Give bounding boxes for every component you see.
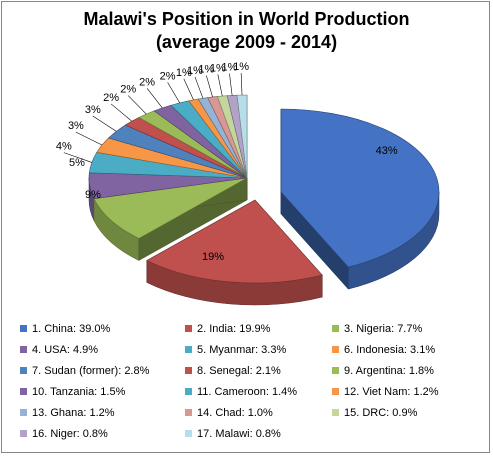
legend-label: 2. India: 19.9% — [197, 323, 271, 335]
pie-leader-15 — [217, 74, 223, 97]
slice-label-14: 1% — [198, 63, 214, 75]
pie-leader-11 — [167, 82, 180, 104]
legend-swatch — [20, 429, 27, 437]
pie-slice-17 — [236, 94, 248, 179]
pie-slice-3 — [93, 177, 248, 239]
legend-item-17: 17. Malawi: 0.8% — [185, 427, 281, 441]
legend-swatch — [185, 366, 192, 374]
legend-swatch — [332, 345, 339, 353]
slice-label-10: 2% — [139, 76, 155, 88]
pie-leader-6 — [75, 131, 103, 146]
legend-label: 3. Nigeria: 7.7% — [344, 323, 423, 335]
legend-label: 11. Cameroon: 1.4% — [197, 386, 298, 398]
slice-label-2: 19% — [202, 251, 224, 263]
slice-label-1: 43% — [376, 145, 398, 157]
pie-leader-12 — [183, 78, 194, 101]
legend-label: 12. Viet Nam: 1.2% — [344, 386, 439, 398]
legend-item-9: 9. Argentina: 1.8% — [332, 364, 434, 378]
legend-swatch — [20, 408, 27, 416]
pie-leader-9 — [127, 95, 147, 115]
legend-swatch — [185, 429, 192, 437]
pie-slice-1 — [280, 108, 440, 268]
pie-leader-10 — [146, 88, 163, 109]
pie-leader-13 — [194, 76, 204, 99]
pie-leader-7 — [92, 115, 117, 132]
legend-swatch — [20, 366, 27, 374]
legend-item-1: 1. China: 39.0% — [20, 322, 110, 336]
legend-swatch — [20, 387, 27, 395]
pie-leader-16 — [229, 73, 233, 96]
legend-swatch — [20, 324, 27, 332]
legend-item-11: 11. Cameroon: 1.4% — [185, 385, 297, 399]
legend-swatch — [332, 387, 339, 395]
legend-label: 13. Ghana: 1.2% — [32, 407, 115, 419]
legend-label: 15. DRC: 0.9% — [344, 407, 418, 419]
pie-tops — [88, 94, 440, 284]
legend-swatch — [185, 408, 192, 416]
legend-swatch — [332, 324, 339, 332]
legend-label: 10. Tanzania: 1.5% — [32, 386, 126, 398]
slice-label-5: 4% — [56, 141, 72, 153]
slice-label-6: 3% — [68, 120, 84, 132]
pie-slice-2 — [146, 199, 323, 284]
legend-item-3: 3. Nigeria: 7.7% — [332, 322, 422, 336]
legend-item-5: 5. Myanmar: 3.3% — [185, 343, 286, 357]
slice-label-9: 2% — [120, 84, 136, 96]
legend-label: 16. Niger: 0.8% — [32, 428, 108, 440]
chart-title: Malawi's Position in World Production (a… — [0, 8, 493, 54]
slice-label-13: 1% — [187, 65, 203, 77]
legend-swatch — [20, 345, 27, 353]
slice-label-15: 1% — [210, 62, 226, 74]
legend-item-4: 4. USA: 4.9% — [20, 343, 98, 357]
legend-label: 1. China: 39.0% — [32, 323, 111, 335]
slice-label-8: 2% — [103, 92, 119, 104]
pie-leader-17 — [240, 73, 243, 96]
slice-label-11: 2% — [160, 70, 176, 82]
pie-leader-5 — [63, 152, 92, 163]
legend-item-8: 8. Senegal: 2.1% — [185, 364, 281, 378]
legend-item-6: 6. Indonesia: 3.1% — [332, 343, 435, 357]
legend-item-2: 2. India: 19.9% — [185, 322, 270, 336]
legend-swatch — [185, 324, 192, 332]
slice-label-7: 3% — [85, 104, 101, 116]
legend-label: 7. Sudan (former): 2.8% — [32, 365, 150, 377]
legend-item-13: 13. Ghana: 1.2% — [20, 406, 115, 420]
legend-item-14: 14. Chad: 1.0% — [185, 406, 273, 420]
legend-label: 5. Myanmar: 3.3% — [197, 344, 287, 356]
pie-leader-14 — [206, 75, 213, 98]
legend-label: 17. Malawi: 0.8% — [197, 428, 281, 440]
legend-item-16: 16. Niger: 0.8% — [20, 427, 108, 441]
pie-leader-8 — [110, 103, 133, 122]
legend-label: 4. USA: 4.9% — [32, 344, 99, 356]
legend-swatch — [185, 387, 192, 395]
legend-swatch — [332, 366, 339, 374]
slice-label-16: 1% — [222, 61, 238, 73]
legend-swatch — [185, 345, 192, 353]
legend-label: 14. Chad: 1.0% — [197, 407, 273, 419]
chart-title-main: Malawi's Position in World Production — [83, 9, 410, 29]
legend-item-10: 10. Tanzania: 1.5% — [20, 385, 125, 399]
legend-item-7: 7. Sudan (former): 2.8% — [20, 364, 149, 378]
pie-labels: 43%19%9%5%4%3%3%2%2%2% 2% 1%1%1%1%1%1% — [56, 61, 398, 263]
legend-label: 8. Senegal: 2.1% — [197, 365, 281, 377]
slice-label-12: 1% — [176, 67, 192, 79]
legend-item-15: 15. DRC: 0.9% — [332, 406, 417, 420]
legend-swatch — [332, 408, 339, 416]
slice-label-17: 1% — [233, 61, 249, 73]
legend-item-12: 12. Viet Nam: 1.2% — [332, 385, 439, 399]
legend-label: 6. Indonesia: 3.1% — [344, 344, 436, 356]
chart-subtitle: (average 2009 - 2014) — [155, 32, 338, 52]
legend-label: 9. Argentina: 1.8% — [344, 365, 434, 377]
slice-label-3: 9% — [85, 189, 101, 201]
slice-label-4: 5% — [69, 157, 85, 169]
